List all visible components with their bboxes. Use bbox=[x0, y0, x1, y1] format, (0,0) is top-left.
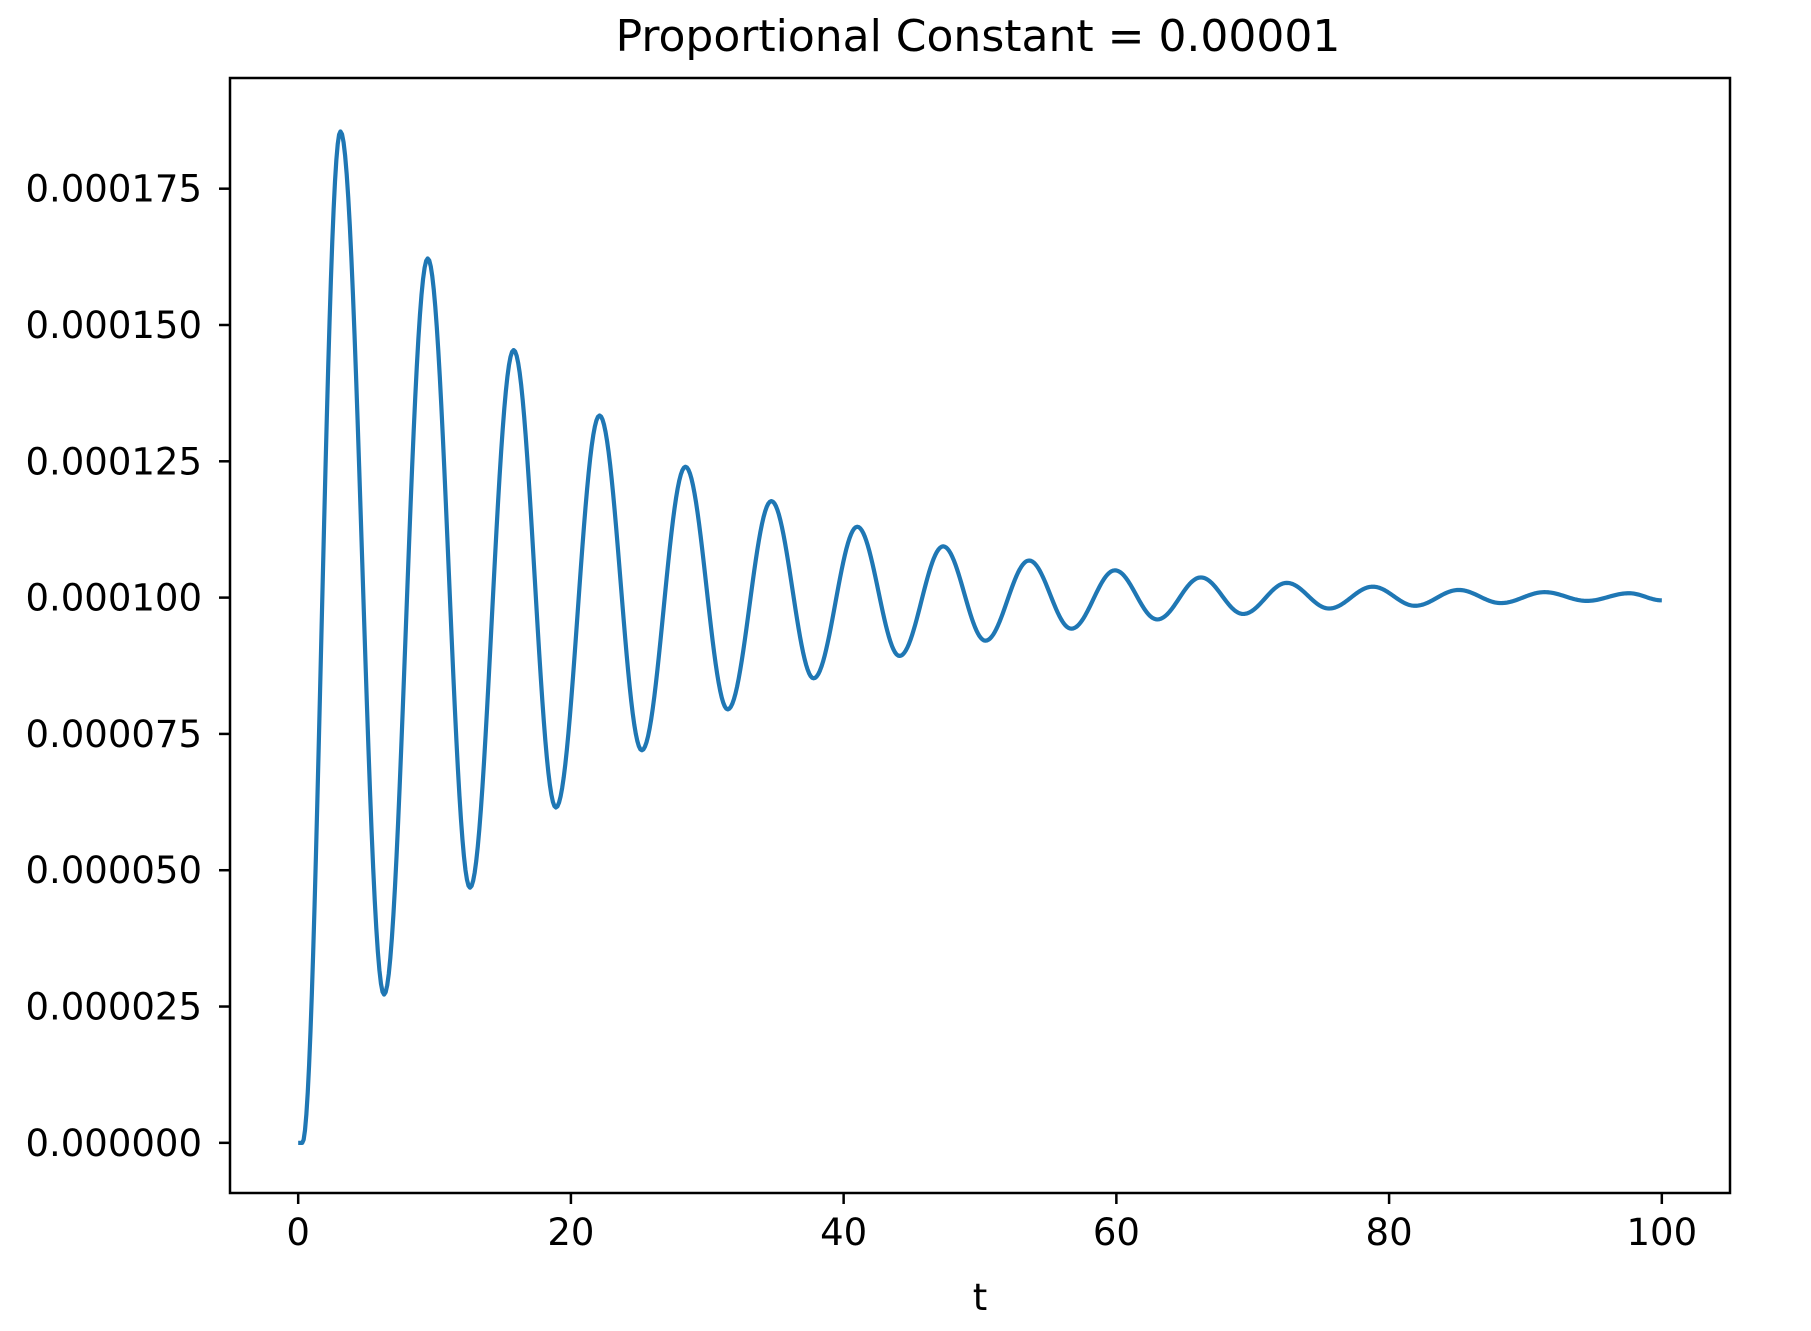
y-axis: 0.000000 0.000025 0.000050 0.000075 0.000100… bbox=[25, 168, 230, 1165]
plot-area bbox=[296, 129, 1663, 1145]
plot-frame bbox=[228, 76, 1732, 1195]
y-tick-label: 0.000125 bbox=[25, 440, 202, 483]
y-tick-label: 0.000050 bbox=[25, 849, 202, 892]
series-line bbox=[296, 129, 1663, 1145]
x-axis: 0 20 40 60 80 100 bbox=[286, 1193, 1697, 1254]
y-tick-label: 0.000100 bbox=[25, 577, 202, 620]
y-tick-label: 0.000000 bbox=[25, 1122, 202, 1165]
x-tick-label: 80 bbox=[1366, 1211, 1413, 1254]
y-tick-label: 0.000025 bbox=[25, 986, 202, 1029]
x-axis-label: t bbox=[973, 1276, 988, 1319]
x-tick-label: 20 bbox=[547, 1211, 594, 1254]
y-tick-label: 0.000075 bbox=[25, 713, 202, 756]
y-tick-label: 0.000175 bbox=[25, 168, 202, 211]
chart-title: Proportional Constant = 0.00001 bbox=[616, 11, 1341, 62]
x-tick-label: 40 bbox=[820, 1211, 867, 1254]
x-tick-label: 0 bbox=[286, 1211, 310, 1254]
x-tick-label: 100 bbox=[1627, 1211, 1698, 1254]
x-tick-label: 60 bbox=[1093, 1211, 1140, 1254]
y-tick-label: 0.000150 bbox=[25, 304, 202, 347]
